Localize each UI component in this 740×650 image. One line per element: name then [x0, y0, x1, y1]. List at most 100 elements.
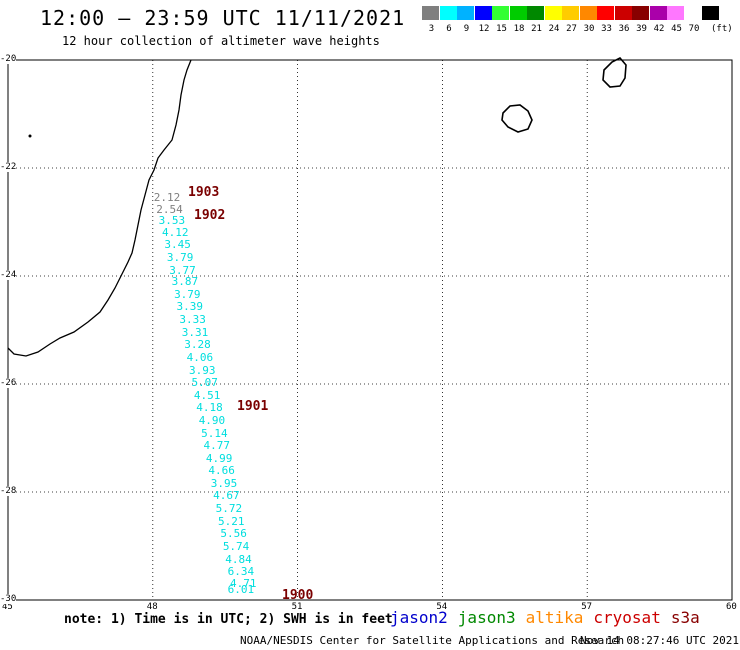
- wave-height-value: 5.14: [201, 426, 228, 440]
- longitude-tick-label: 45: [2, 602, 13, 612]
- wave-height-value: 5.56: [220, 527, 247, 541]
- scale-label: 21: [531, 24, 542, 34]
- satellite-jason3-label: jason3: [457, 608, 516, 627]
- scale-label: 33: [601, 24, 612, 34]
- satellite-cryosat-label: cryosat: [593, 608, 661, 627]
- scale-swatch: [597, 6, 614, 20]
- scale-unit: (ft): [711, 24, 733, 34]
- wave-height-value: 4.84: [225, 552, 252, 566]
- wave-height-value: 2.12: [153, 190, 181, 204]
- timestamp-text: Nov 14 08:27:46 UTC 2021: [580, 634, 739, 647]
- track-label-1903: 1903: [188, 185, 220, 200]
- scale-swatch: [474, 6, 492, 20]
- scale-swatch: [509, 6, 527, 20]
- scale-swatch: [457, 6, 474, 20]
- madagascar-coastline: [7, 59, 192, 357]
- wave-height-value: 3.95: [210, 476, 238, 490]
- scale-label: 27: [566, 24, 577, 34]
- satellite-jason2-label: jason2: [390, 608, 448, 627]
- track-label-1901: 1901: [237, 399, 269, 414]
- scale-label: 24: [548, 24, 560, 34]
- wave-height-value: 3.79: [166, 251, 194, 265]
- scale-label: 30: [583, 24, 595, 34]
- islet: [28, 134, 32, 138]
- wave-height-value: 6.34: [227, 564, 255, 578]
- scale-swatch: [684, 6, 702, 20]
- scale-swatch: [649, 6, 667, 20]
- map-subtitle: 12 hour collection of altimeter wave hei…: [62, 34, 380, 48]
- satellite-altika-label: altika: [525, 608, 584, 627]
- wave-height-value: 4.06: [186, 351, 214, 365]
- reunion-island: [501, 104, 533, 133]
- wave-height-value: 3.87: [171, 275, 199, 289]
- latitude-tick-label: -22: [0, 162, 17, 172]
- map-frame: [7, 59, 733, 601]
- wave-height-value: 5.07: [191, 375, 218, 389]
- wave-height-value: 3.79: [174, 287, 201, 301]
- scale-label: 39: [636, 24, 647, 34]
- wave-height-value: 4.71: [230, 576, 257, 590]
- scale-swatch: [527, 6, 544, 20]
- scale-swatch: [544, 6, 562, 20]
- note-text: note: 1) Time is in UTC; 2) SWH is in fe…: [64, 612, 393, 627]
- wave-height-value: 4.99: [205, 451, 233, 465]
- wave-height-value: 3.31: [181, 325, 209, 339]
- wave-height-value: 4.90: [198, 413, 226, 427]
- scale-label: 12: [478, 24, 490, 34]
- scale-swatch: [614, 6, 632, 20]
- map-title: 12:00 – 23:59 UTC 11/11/2021: [40, 6, 406, 30]
- wave-height-value: 3.53: [158, 213, 186, 227]
- scale-swatch: [562, 6, 579, 20]
- satellite-s3a-label: s3a: [670, 608, 700, 627]
- longitude-tick-label: 48: [146, 602, 158, 612]
- wave-height-value: 2.54: [156, 203, 183, 217]
- graticule: [8, 60, 732, 600]
- credit-text: NOAA/NESDIS Center for Satellite Applica…: [240, 634, 625, 647]
- scale-swatch: [422, 6, 439, 20]
- latitude-tick-label: -30: [0, 594, 17, 604]
- scale-swatch: [702, 6, 719, 20]
- scale-label: 42: [653, 24, 665, 34]
- longitude-tick-label: 60: [726, 602, 737, 612]
- wave-height-value: 3.77: [169, 263, 196, 277]
- track-label-1900: 1900: [282, 588, 314, 603]
- longitude-tick-label: 51: [291, 602, 303, 612]
- wave-height-value: 3.39: [176, 300, 203, 314]
- scale-label: 9: [463, 24, 470, 34]
- latitude-tick-label: -24: [0, 270, 17, 280]
- scale-swatch: [579, 6, 597, 20]
- scale-label: 18: [513, 24, 525, 34]
- mauritius-island: [602, 57, 627, 88]
- scale-swatch: [632, 6, 649, 20]
- wave-height-value: 3.33: [179, 313, 206, 327]
- wave-height-value: 5.21: [217, 514, 245, 528]
- wave-height-value: 3.28: [184, 338, 211, 352]
- satellite-legend: jason2 jason3 altika cryosat s3a: [390, 608, 710, 627]
- scale-swatch: [439, 6, 457, 20]
- latitude-tick-label: -26: [0, 378, 17, 388]
- scale-label: 6: [446, 24, 452, 34]
- latitude-tick-label: -20: [0, 54, 17, 64]
- wave-height-value: 4.12: [162, 225, 189, 239]
- latitude-tick-label: -28: [0, 486, 17, 496]
- wave-height-value: 4.67: [213, 489, 240, 503]
- scale-label: 45: [671, 24, 682, 34]
- track-label-1902: 1902: [194, 208, 226, 223]
- scale-label: 3: [428, 24, 435, 34]
- longitude-tick-label: 57: [581, 602, 593, 612]
- scale-label: 70: [688, 24, 700, 34]
- scale-label: 36: [618, 24, 630, 34]
- wave-height-value: 3.93: [189, 363, 216, 377]
- wave-height-value: 5.74: [222, 540, 250, 554]
- scale-label: 15: [496, 24, 507, 34]
- wave-height-value: 4.66: [208, 464, 235, 478]
- wave-height-value: 4.18: [196, 401, 223, 415]
- scale-swatch: [667, 6, 684, 20]
- wave-height-value: 5.72: [215, 502, 243, 516]
- wave-height-value: 4.51: [193, 388, 221, 402]
- wave-height-value: 6.01: [227, 583, 255, 597]
- scale-swatch: [492, 6, 509, 20]
- wave-height-value: 3.45: [164, 237, 191, 251]
- wave-height-value: 4.77: [203, 439, 231, 453]
